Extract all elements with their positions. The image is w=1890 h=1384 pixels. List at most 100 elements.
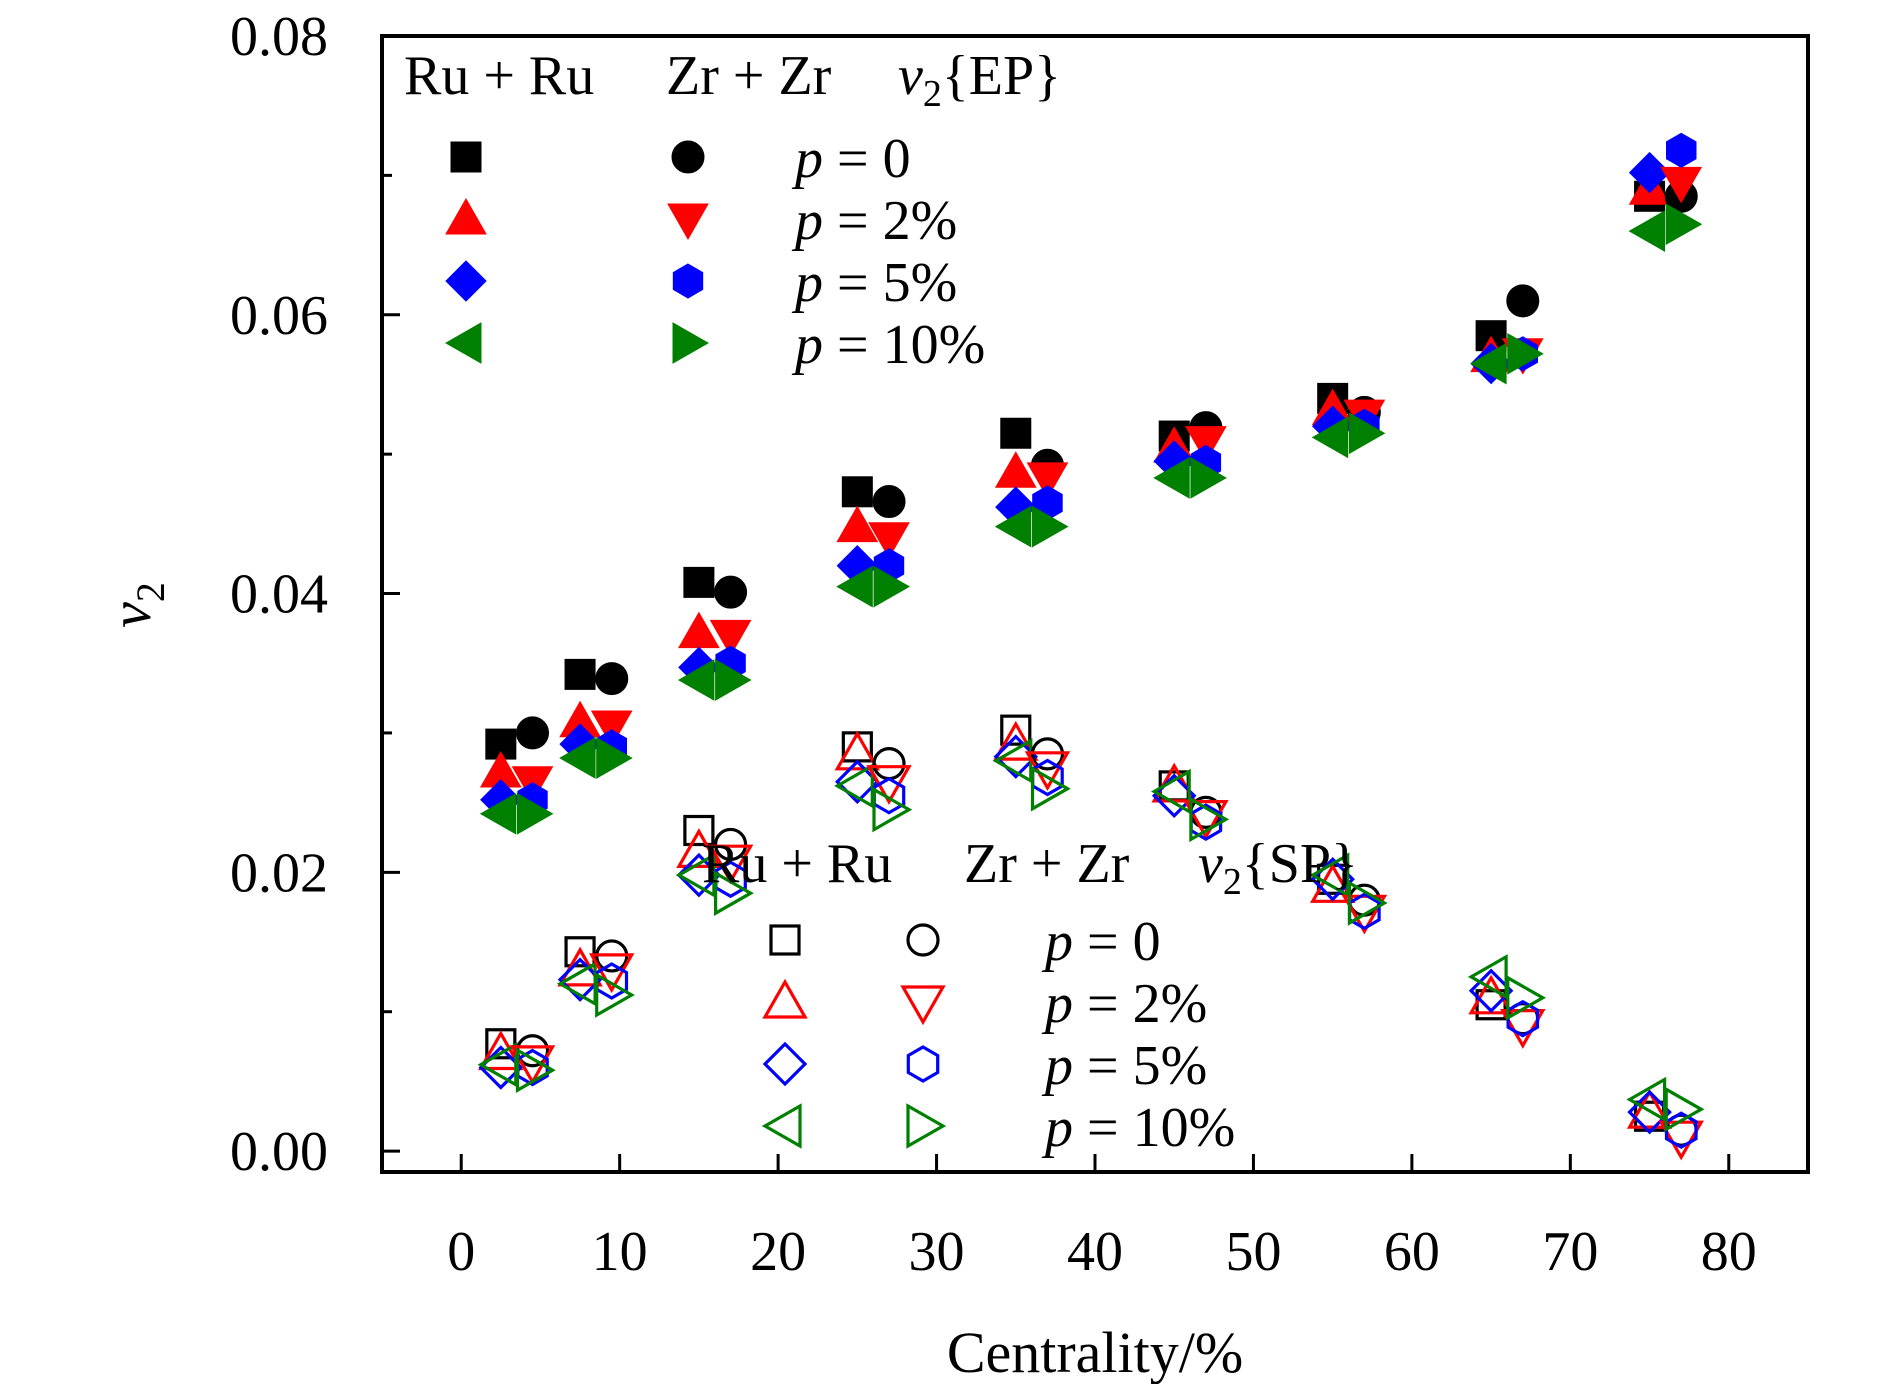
data-point <box>713 827 748 862</box>
legend-marker <box>900 985 946 1026</box>
data-point <box>1506 975 1547 1021</box>
series-ep-ruru-p0 <box>485 180 1666 760</box>
series-sp-zrzr-p10 <box>515 765 1705 1133</box>
data-point <box>1507 332 1544 375</box>
data-point <box>1628 151 1671 194</box>
axes: 0 10 20 30 40 50 60 70 80 0.00 0.02 0.04 0.06 0.08 <box>230 6 1757 1283</box>
legend-col2-header: Zr + Zr <box>666 45 832 107</box>
y-tick-label: 0.08 <box>230 6 328 68</box>
y-tick-label: 0.00 <box>230 1121 328 1183</box>
legend-marker <box>769 924 801 956</box>
data-point <box>835 759 880 804</box>
data-point <box>678 611 720 649</box>
data-point <box>1000 417 1032 449</box>
data-point <box>1348 412 1386 455</box>
data-point <box>1309 852 1350 898</box>
data-point <box>1030 765 1071 812</box>
data-point <box>478 1030 524 1071</box>
x-tick-label: 40 <box>1067 1221 1123 1283</box>
y-axis-title-v: v <box>98 602 163 628</box>
data-point <box>713 870 754 916</box>
series-ep-ruru-p2 <box>479 168 1671 788</box>
data-point <box>1467 954 1508 1000</box>
legend-marker <box>761 1103 802 1149</box>
data-point <box>683 566 715 598</box>
data-point <box>517 792 554 835</box>
series-ep-ruru-p5 <box>480 151 1671 821</box>
data-point <box>1150 768 1191 815</box>
x-tick-label: 20 <box>750 1221 806 1283</box>
data-point <box>714 575 748 609</box>
data-point <box>873 565 911 608</box>
legend-sp: Ru + Ru Zr + Zr v2{SP} p = 0p = 2%p = 5%p =… <box>702 833 1358 1159</box>
data-point <box>707 844 754 885</box>
legend-marker <box>667 203 709 241</box>
legend-row-label: p = 10% <box>1041 1097 1235 1159</box>
data-point <box>1347 880 1388 926</box>
data-point <box>516 716 550 750</box>
data-point <box>1183 799 1229 840</box>
legend-row-label: p = 0 <box>791 128 911 190</box>
data-point <box>836 565 873 608</box>
x-tick-label: 0 <box>447 1221 475 1283</box>
data-point <box>1665 203 1703 246</box>
x-tick-label: 50 <box>1225 1221 1281 1283</box>
data-point <box>994 451 1037 488</box>
data-point <box>1627 1089 1672 1135</box>
data-point <box>868 522 910 559</box>
legend-marker <box>906 1103 947 1149</box>
data-markers <box>477 132 1705 1161</box>
data-point <box>1468 968 1514 1014</box>
legend-row-label: p = 5% <box>791 252 957 314</box>
data-point <box>872 786 913 833</box>
svg-text:v2: v2 <box>98 582 173 628</box>
data-point <box>709 619 752 657</box>
legend-col1-header: Ru + Ru <box>702 833 892 895</box>
data-point <box>1470 342 1507 385</box>
data-point <box>557 957 603 1002</box>
legend-row-label: p = 10% <box>791 314 985 376</box>
series-ep-zrzr-p5 <box>517 132 1697 818</box>
legend-row-label: p = 5% <box>1041 1035 1207 1097</box>
data-point <box>1153 457 1190 499</box>
legends: Ru + Ru Zr + Zr v2{EP}p = 0p = 2%p = 5%p =… <box>404 45 1358 1159</box>
legend-marker <box>762 978 808 1019</box>
legend-method-header: v2{EP} <box>898 45 1061 115</box>
data-point <box>590 710 633 748</box>
x-tick-label: 60 <box>1384 1221 1440 1283</box>
data-point <box>836 505 879 543</box>
data-point <box>1000 714 1032 746</box>
y-axis-title-subscript: 2 <box>128 582 173 602</box>
data-point <box>564 658 596 690</box>
legend-marker <box>444 322 482 364</box>
data-point <box>841 476 873 508</box>
data-point <box>1341 894 1388 935</box>
data-point <box>834 763 874 809</box>
data-point <box>714 860 747 899</box>
data-point <box>559 737 596 779</box>
data-point <box>872 746 906 781</box>
data-point <box>556 961 597 1007</box>
data-point <box>675 852 716 898</box>
data-point <box>1506 999 1540 1038</box>
legend-marker <box>906 923 940 957</box>
legend-col2-header: Zr + Zr <box>964 833 1130 895</box>
x-tick-label: 30 <box>909 1221 965 1283</box>
data-point <box>1628 210 1666 252</box>
x-tick-label: 70 <box>1542 1221 1598 1283</box>
data-point <box>715 659 752 701</box>
legend-row-label: p = 0 <box>1041 911 1161 973</box>
series-ep-zrzr-p2 <box>511 166 1703 803</box>
legend-method-header: v2{SP} <box>1198 833 1358 903</box>
y-axis-title: v2 <box>98 582 173 628</box>
data-point <box>1311 416 1349 459</box>
data-point <box>1032 505 1069 548</box>
data-point <box>588 953 635 994</box>
data-point <box>872 485 906 519</box>
series-ep-ruru-p10 <box>479 210 1666 835</box>
data-point <box>1185 426 1227 463</box>
data-point <box>676 852 722 898</box>
data-point <box>515 1047 556 1093</box>
data-point <box>595 962 629 1000</box>
data-point <box>1664 1086 1705 1133</box>
